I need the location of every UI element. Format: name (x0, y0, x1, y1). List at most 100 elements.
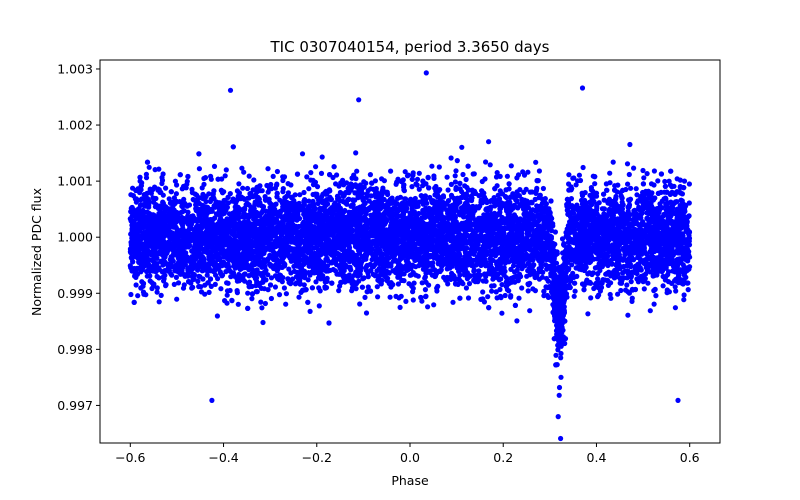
data-point (419, 280, 425, 286)
data-point (281, 174, 288, 180)
data-point (508, 163, 514, 169)
data-point (519, 285, 525, 291)
data-point (236, 181, 242, 187)
data-point (180, 209, 186, 215)
data-point (362, 294, 368, 300)
data-point (365, 284, 371, 290)
data-point (543, 284, 549, 290)
data-point (482, 176, 488, 182)
data-point (315, 200, 321, 207)
data-point (146, 164, 152, 170)
data-point (545, 294, 552, 300)
data-point (532, 288, 539, 294)
data-point (368, 267, 374, 274)
data-point (660, 283, 666, 289)
data-point (607, 170, 613, 176)
data-point (212, 281, 218, 287)
data-point (189, 285, 195, 291)
data-point (388, 168, 394, 174)
data-point (135, 293, 141, 299)
data-point (627, 196, 634, 202)
data-point (607, 291, 613, 298)
data-point (640, 167, 646, 174)
data-point (235, 301, 241, 307)
data-point (154, 285, 160, 291)
data-point (661, 196, 667, 202)
data-point (225, 280, 231, 286)
data-point (158, 292, 164, 298)
data-point (448, 155, 454, 161)
data-point (265, 287, 271, 293)
data-point (268, 275, 275, 281)
data-point (297, 192, 303, 198)
data-point (305, 277, 311, 283)
data-point (485, 294, 491, 300)
data-point (625, 181, 631, 187)
data-point (224, 300, 230, 306)
data-point (276, 292, 283, 298)
data-point (483, 278, 489, 284)
data-point (450, 299, 456, 305)
data-point (628, 185, 634, 191)
data-point (452, 281, 459, 287)
data-point (402, 169, 408, 175)
data-point (504, 173, 510, 179)
data-point (173, 274, 179, 280)
data-point (283, 301, 289, 307)
data-point (239, 165, 245, 171)
data-point (480, 289, 486, 295)
data-point (657, 201, 663, 207)
data-point (133, 282, 139, 288)
data-point (306, 198, 312, 204)
data-point (610, 159, 616, 165)
data-point (627, 141, 633, 148)
data-point (336, 288, 342, 294)
data-point (431, 302, 437, 308)
data-point (685, 287, 691, 293)
data-point (365, 274, 371, 280)
data-point (655, 178, 661, 184)
data-point (499, 310, 505, 316)
data-point (540, 185, 547, 192)
data-point (573, 182, 579, 188)
data-point (202, 175, 209, 181)
data-point (499, 282, 505, 288)
data-point (411, 280, 417, 286)
data-point (517, 187, 523, 193)
data-point (516, 295, 522, 301)
data-point (405, 172, 411, 178)
data-point (204, 272, 210, 278)
data-point (525, 288, 531, 294)
data-point (645, 280, 651, 286)
data-point (307, 308, 313, 314)
data-point (666, 269, 672, 275)
data-point (196, 166, 202, 172)
data-point (245, 290, 251, 296)
data-point (536, 168, 543, 174)
data-point (558, 350, 564, 357)
data-point (634, 192, 640, 198)
data-point (564, 203, 570, 209)
data-point (566, 181, 572, 187)
data-point (628, 279, 634, 285)
data-point (163, 185, 169, 191)
data-point (471, 171, 477, 177)
data-point (533, 159, 539, 165)
data-point (489, 288, 495, 294)
data-point (493, 174, 500, 180)
data-point (463, 176, 469, 183)
data-point (595, 276, 601, 282)
data-point (624, 161, 631, 167)
data-point (265, 166, 271, 172)
data-point (436, 164, 442, 170)
data-point (297, 281, 303, 287)
data-point (644, 171, 650, 177)
data-point (353, 150, 359, 156)
data-point (492, 210, 498, 216)
data-point (258, 299, 264, 305)
data-point (213, 272, 219, 278)
data-point (249, 296, 255, 302)
data-point (527, 308, 533, 314)
data-point (559, 236, 566, 242)
